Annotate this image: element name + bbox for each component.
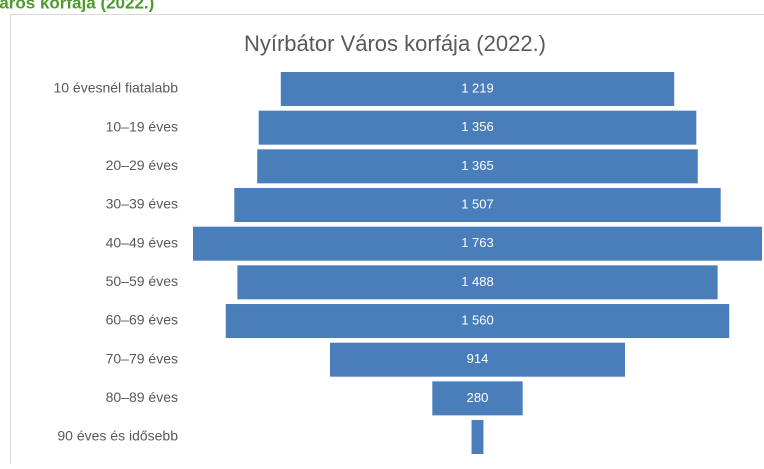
category-label: 60–69 éves (106, 312, 178, 328)
category-label: 10 évesnél fiatalabb (53, 80, 178, 96)
value-label: 1 560 (461, 312, 494, 327)
value-label: 1 219 (461, 80, 494, 95)
value-label: 1 507 (461, 196, 494, 211)
category-label: 40–49 éves (106, 234, 178, 250)
category-label: 20–29 éves (106, 157, 178, 173)
category-label: 30–39 éves (106, 196, 178, 212)
category-label: 90 éves és idősebb (57, 428, 178, 444)
bar (472, 420, 484, 454)
category-label: 70–79 éves (106, 350, 178, 366)
category-label: 50–59 éves (106, 273, 178, 289)
category-label: 10–19 éves (106, 118, 178, 134)
page-heading: Város korfája (2022.) (0, 0, 154, 12)
value-label: 1 365 (461, 158, 494, 173)
chart-title: Nyírbátor Város korfája (2022.) (244, 31, 546, 56)
value-label: 1 763 (461, 235, 494, 250)
value-label: 280 (467, 390, 489, 405)
value-label: 1 356 (461, 119, 494, 134)
value-label: 1 488 (461, 274, 494, 289)
category-label: 80–89 éves (106, 389, 178, 405)
value-label: 914 (467, 351, 489, 366)
